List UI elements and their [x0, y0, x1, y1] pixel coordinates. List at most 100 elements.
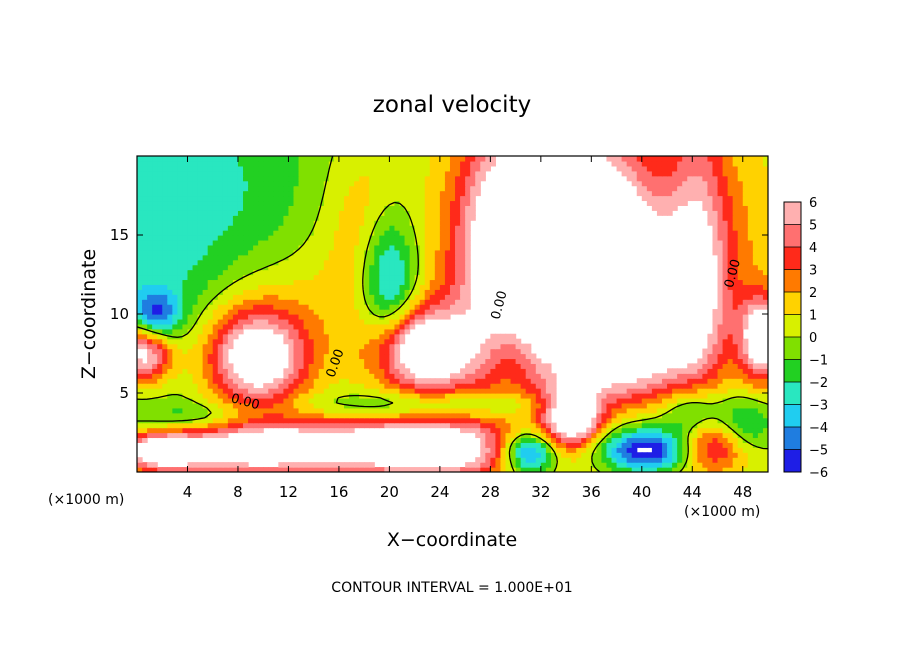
field-cell	[273, 402, 279, 409]
field-cell	[137, 180, 143, 187]
field-cell	[434, 200, 441, 206]
field-cell	[343, 338, 350, 345]
field-cell	[273, 328, 279, 335]
field-cell	[369, 417, 375, 424]
field-cell	[727, 452, 734, 458]
field-cell	[409, 170, 416, 177]
field-cell	[152, 314, 158, 320]
field-cell	[414, 388, 421, 394]
field-cell	[258, 279, 264, 285]
field-cell	[359, 333, 365, 340]
field-cell	[389, 304, 396, 310]
field-cell	[485, 378, 491, 384]
field-cell	[460, 289, 466, 295]
field-cell	[480, 363, 486, 369]
field-cell	[460, 284, 466, 290]
field-cell	[672, 378, 678, 384]
field-cell	[278, 467, 284, 472]
field-cell	[354, 417, 360, 424]
field-cell	[273, 269, 279, 276]
field-cell	[192, 427, 199, 434]
field-cell	[142, 215, 148, 221]
field-cell	[232, 210, 239, 216]
field-cell	[157, 210, 163, 216]
field-cell	[328, 338, 335, 345]
field-cell	[212, 274, 219, 281]
field-cell	[248, 205, 254, 211]
field-cell	[515, 348, 522, 355]
field-cell	[434, 220, 441, 226]
field-cell	[742, 210, 749, 216]
field-cell	[192, 422, 199, 429]
field-cell	[298, 210, 305, 216]
field-cell	[717, 205, 724, 211]
field-cell	[712, 318, 719, 325]
field-cell	[293, 254, 300, 261]
field-cell	[298, 180, 305, 187]
field-cell	[333, 363, 340, 369]
field-cell	[586, 467, 592, 472]
field-cell	[364, 185, 370, 192]
field-cell	[737, 235, 744, 241]
field-cell	[333, 230, 340, 236]
field-cell	[197, 328, 204, 335]
field-cell	[399, 412, 406, 419]
field-cell	[147, 397, 153, 404]
field-cell	[591, 427, 597, 434]
field-cell	[707, 363, 714, 369]
field-cell	[732, 323, 739, 330]
field-cell	[359, 239, 365, 246]
field-cell	[182, 175, 189, 182]
field-cell	[540, 427, 547, 434]
field-cell	[636, 432, 643, 439]
field-cell	[147, 269, 153, 276]
field-cell	[379, 378, 385, 384]
field-cell	[389, 314, 396, 320]
field-cell	[187, 373, 194, 379]
field-cell	[394, 294, 401, 300]
field-cell	[596, 407, 603, 414]
field-cell	[308, 269, 315, 276]
field-cell	[757, 422, 764, 429]
field-cell	[172, 190, 178, 197]
field-cell	[243, 289, 249, 295]
field-cell	[712, 220, 719, 226]
field-cell	[217, 402, 224, 409]
field-cell	[465, 190, 471, 197]
field-cell	[157, 412, 163, 419]
field-cell	[566, 452, 572, 458]
field-cell	[293, 417, 300, 424]
field-cell	[656, 407, 663, 414]
field-cell	[727, 353, 734, 360]
field-cell	[328, 318, 335, 325]
field-cell	[369, 407, 375, 414]
field-cell	[283, 338, 290, 345]
field-cell	[258, 427, 264, 434]
field-cell	[147, 333, 153, 340]
field-cell	[197, 314, 204, 320]
field-cell	[278, 225, 284, 231]
field-cell	[222, 373, 229, 379]
field-cell	[182, 190, 189, 197]
field-cell	[293, 422, 300, 429]
field-cell	[707, 442, 714, 448]
field-cell	[354, 412, 360, 419]
field-cell	[752, 185, 759, 192]
field-cell	[424, 388, 431, 394]
field-cell	[742, 299, 749, 305]
field-cell	[197, 200, 204, 206]
field-cell	[349, 467, 355, 472]
field-cell	[172, 264, 178, 271]
field-cell	[217, 373, 224, 379]
field-cell	[359, 289, 365, 295]
field-cell	[142, 299, 148, 305]
field-cell	[288, 244, 295, 251]
field-cell	[389, 378, 396, 384]
field-cell	[667, 442, 673, 448]
field-cell	[379, 195, 385, 202]
field-cell	[273, 215, 279, 221]
field-cell	[142, 205, 148, 211]
field-cell	[157, 244, 163, 251]
field-cell	[404, 412, 411, 419]
field-cell	[328, 309, 335, 315]
